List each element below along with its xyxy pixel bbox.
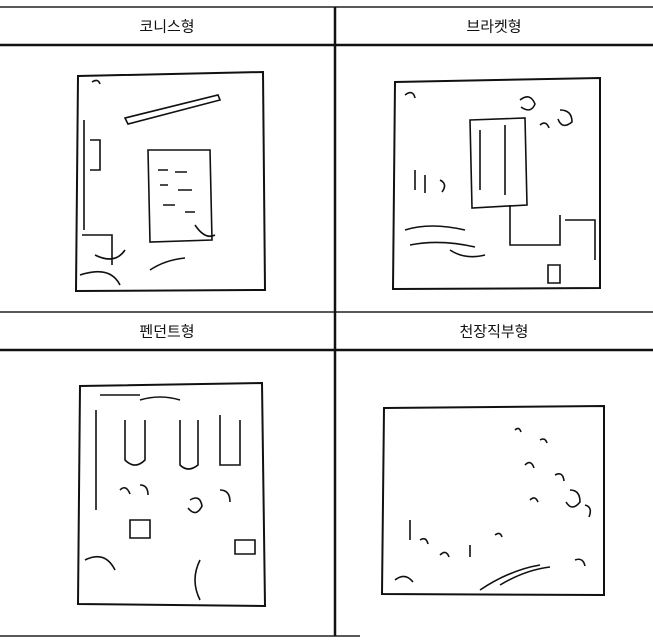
edge-image [380, 404, 605, 597]
edge-image [74, 70, 267, 293]
cell-header: 브라켓형 [466, 18, 521, 36]
edge-image [76, 381, 267, 608]
cell-header: 코니스형 [139, 18, 194, 36]
edge-image [391, 76, 601, 291]
cell-header: 천장직부형 [459, 323, 528, 341]
cell-header: 펜던트형 [139, 323, 194, 341]
